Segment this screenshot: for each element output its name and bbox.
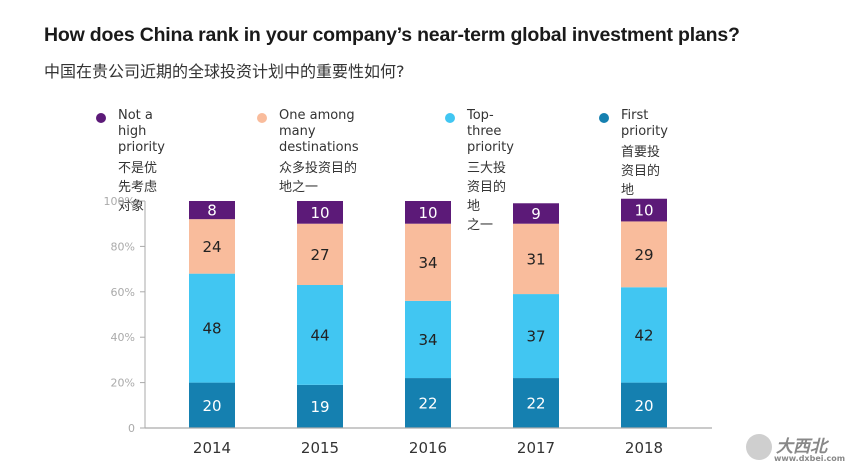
data-label: 20 [202,397,221,415]
legend-label-zh: 首要投资目的地 [621,145,661,198]
y-tick-label: 20% [111,377,135,390]
legend-label-en: First priority [621,108,668,139]
y-tick-label: 100% [104,195,135,208]
data-label: 37 [526,328,545,346]
bar-segment [513,203,559,224]
bar-segment [621,382,667,428]
bar-segment [405,223,451,301]
legend-label-en: Not a high [118,108,153,139]
legend-dot-icon [599,113,609,123]
bar-segment [513,223,559,295]
bar-segment [297,223,343,285]
data-label: 29 [634,246,653,264]
data-label: 22 [418,395,437,413]
bar-segment [297,284,343,385]
watermark-url: www.dxbei.com [774,454,846,463]
bar-segment [189,201,235,220]
data-label: 10 [310,204,329,222]
bar-segment [621,287,667,383]
legend-label-zh: 众多投资目的地之一 [279,161,358,195]
legend-dot-icon [445,113,455,123]
data-label: 9 [531,205,541,223]
legend-label-en: destinations [279,140,359,155]
data-label: 31 [526,250,545,268]
y-tick-label: 0 [128,422,135,435]
bar-segment [513,378,559,428]
bar-segment [297,384,343,428]
legend-label-en: Top-three [467,108,502,139]
x-tick-label: 2016 [409,439,447,457]
bar-segment [621,198,667,222]
data-label: 19 [310,398,329,416]
watermark: 大西北 www.dxbei.com [746,432,846,466]
data-label: 22 [526,395,545,413]
legend-dot-icon [257,113,267,123]
chart-subtitle: 中国在贵公司近期的全球投资计划中的重要性如何? [44,62,405,81]
legend-text: Not a high priority 不是优先考虑对象 [118,108,165,216]
data-label: 10 [634,202,653,220]
chart-title: How does China rank in your company’s ne… [44,24,740,46]
data-label: 34 [418,254,437,272]
bar-segment [405,300,451,379]
elephant-logo-icon [746,434,772,460]
bar-segment [405,378,451,428]
legend-label-en: priority [118,140,165,155]
bar-segment [621,221,667,288]
legend-label-zh: 三大投资目的地 之一 [467,161,507,233]
watermark-text: 大西北 [776,437,827,457]
x-tick-label: 2014 [193,439,231,457]
data-label: 10 [418,204,437,222]
x-tick-label: 2017 [517,439,555,457]
x-tick-label: 2015 [301,439,339,457]
data-label: 48 [202,320,221,338]
x-tick-label: 2018 [625,439,663,457]
data-label: 20 [634,397,653,415]
bar-segment [189,382,235,428]
y-tick-label: 80% [111,240,135,253]
data-label: 44 [310,326,329,344]
legend-text: One among many destinations 众多投资目的地之一 [279,108,359,197]
bar-segment [513,294,559,379]
bar-segment [297,201,343,224]
bar-segment [405,201,451,224]
legend-label-en: priority [467,140,514,155]
data-label: 8 [207,202,217,220]
data-label: 27 [310,246,329,264]
y-tick-label: 40% [111,331,135,344]
legend-text: Top-three priority 三大投资目的地 之一 [467,108,514,235]
bar-segment [189,273,235,383]
data-label: 24 [202,238,221,256]
legend-label-en: One among many [279,108,355,139]
data-label: 42 [634,326,653,344]
y-tick-label: 60% [111,286,135,299]
legend-label-zh: 不是优先考虑对象 [118,161,158,214]
legend-text: First priority 首要投资目的地 [621,108,668,200]
legend-dot-icon [96,113,106,123]
bar-segment [189,219,235,274]
data-label: 34 [418,331,437,349]
